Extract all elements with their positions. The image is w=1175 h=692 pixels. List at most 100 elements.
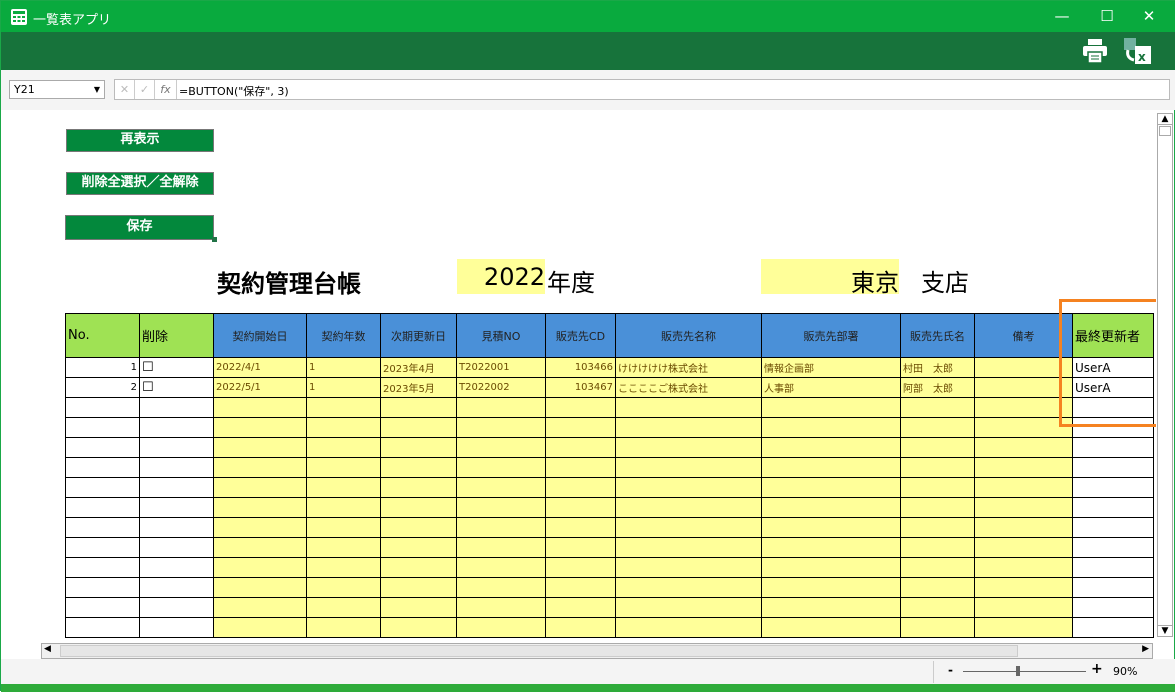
table-cell[interactable] xyxy=(615,597,762,618)
scroll-up-icon[interactable]: ▲ xyxy=(1158,114,1172,125)
table-cell[interactable] xyxy=(380,617,457,638)
formula-input[interactable]: ✕ ✓ fx =BUTTON("保存", 3) xyxy=(114,79,1170,100)
table-cell[interactable]: 103467 xyxy=(545,377,616,398)
table-cell[interactable]: 2022/4/1 xyxy=(213,357,307,378)
table-cell[interactable] xyxy=(306,517,381,538)
table-cell[interactable] xyxy=(306,457,381,478)
table-cell[interactable]: 103466 xyxy=(545,357,616,378)
table-cell[interactable] xyxy=(761,437,901,458)
delete-checkbox-cell[interactable]: ☐ xyxy=(139,357,214,378)
table-cell[interactable] xyxy=(65,557,140,578)
table-cell[interactable] xyxy=(900,617,975,638)
table-cell[interactable]: けけけけけ株式会社 xyxy=(615,357,762,378)
table-cell[interactable] xyxy=(456,557,546,578)
table-cell[interactable] xyxy=(761,417,901,438)
selection-handle[interactable] xyxy=(212,237,217,242)
table-cell[interactable]: 阿部 太郎 xyxy=(900,377,975,398)
table-cell[interactable] xyxy=(545,497,616,518)
table-cell[interactable]: T2022001 xyxy=(456,357,546,378)
table-cell[interactable] xyxy=(213,437,307,458)
delete-checkbox-cell[interactable] xyxy=(139,577,214,598)
maximize-button[interactable]: ☐ xyxy=(1100,7,1114,25)
table-cell[interactable] xyxy=(456,537,546,558)
table-cell[interactable] xyxy=(761,557,901,578)
zoom-in-button[interactable]: + xyxy=(1091,661,1103,677)
table-cell[interactable] xyxy=(380,477,457,498)
table-cell[interactable] xyxy=(1072,477,1154,498)
table-cell[interactable] xyxy=(900,477,975,498)
table-cell[interactable] xyxy=(213,457,307,478)
table-cell[interactable] xyxy=(213,477,307,498)
table-cell[interactable] xyxy=(213,617,307,638)
table-cell[interactable] xyxy=(615,577,762,598)
table-cell[interactable] xyxy=(380,577,457,598)
table-cell[interactable] xyxy=(213,557,307,578)
table-cell[interactable] xyxy=(456,437,546,458)
delete-checkbox-cell[interactable] xyxy=(139,537,214,558)
table-cell[interactable] xyxy=(974,617,1073,638)
table-cell[interactable] xyxy=(761,517,901,538)
table-cell[interactable] xyxy=(456,477,546,498)
printer-icon[interactable] xyxy=(1081,37,1109,65)
minimize-button[interactable]: — xyxy=(1054,7,1070,25)
table-cell[interactable] xyxy=(65,577,140,598)
delete-checkbox-cell[interactable] xyxy=(139,617,214,638)
table-cell[interactable] xyxy=(213,417,307,438)
table-cell[interactable] xyxy=(306,477,381,498)
delete-checkbox-cell[interactable] xyxy=(139,597,214,618)
table-cell[interactable] xyxy=(1072,617,1154,638)
table-cell[interactable] xyxy=(615,537,762,558)
table-cell[interactable] xyxy=(900,497,975,518)
table-cell[interactable] xyxy=(900,597,975,618)
table-cell[interactable] xyxy=(213,597,307,618)
close-button[interactable]: ✕ xyxy=(1142,7,1156,25)
hscroll-thumb[interactable] xyxy=(60,645,1018,657)
scroll-right-icon[interactable]: ▶ xyxy=(1142,644,1149,654)
table-cell[interactable]: 1 xyxy=(306,357,381,378)
table-cell[interactable] xyxy=(974,537,1073,558)
table-cell[interactable] xyxy=(545,597,616,618)
table-cell[interactable]: UserA xyxy=(1072,357,1154,378)
table-cell[interactable]: 2 xyxy=(65,377,140,398)
zoom-slider[interactable] xyxy=(963,671,1086,672)
table-cell[interactable] xyxy=(974,457,1073,478)
table-cell[interactable] xyxy=(1072,417,1154,438)
horizontal-scrollbar[interactable]: ◀ ▶ xyxy=(41,643,1153,659)
table-cell[interactable] xyxy=(974,577,1073,598)
table-cell[interactable] xyxy=(545,517,616,538)
table-cell[interactable] xyxy=(1072,597,1154,618)
table-cell[interactable] xyxy=(213,397,307,418)
cancel-icon[interactable]: ✕ xyxy=(115,80,135,99)
table-cell[interactable] xyxy=(900,577,975,598)
table-cell[interactable] xyxy=(213,577,307,598)
table-cell[interactable] xyxy=(380,557,457,578)
table-cell[interactable] xyxy=(761,597,901,618)
table-cell[interactable] xyxy=(974,417,1073,438)
delete-checkbox-cell[interactable] xyxy=(139,517,214,538)
excel-export-icon[interactable]: x xyxy=(1122,36,1154,66)
table-cell[interactable] xyxy=(213,537,307,558)
table-cell[interactable] xyxy=(900,417,975,438)
table-cell[interactable] xyxy=(761,477,901,498)
table-cell[interactable] xyxy=(545,477,616,498)
save-button[interactable]: 保存 xyxy=(65,215,214,240)
table-cell[interactable] xyxy=(213,517,307,538)
delete-checkbox-cell[interactable] xyxy=(139,417,214,438)
table-cell[interactable] xyxy=(380,537,457,558)
table-cell[interactable]: 人事部 xyxy=(761,377,901,398)
table-cell[interactable] xyxy=(306,557,381,578)
table-cell[interactable] xyxy=(306,497,381,518)
table-cell[interactable] xyxy=(380,417,457,438)
table-cell[interactable] xyxy=(615,417,762,438)
table-cell[interactable] xyxy=(615,497,762,518)
table-cell[interactable]: 村田 太郎 xyxy=(900,357,975,378)
table-cell[interactable]: 1 xyxy=(65,357,140,378)
table-cell[interactable] xyxy=(615,557,762,578)
table-cell[interactable] xyxy=(615,517,762,538)
table-cell[interactable] xyxy=(545,397,616,418)
table-cell[interactable] xyxy=(545,417,616,438)
table-cell[interactable] xyxy=(306,437,381,458)
table-cell[interactable] xyxy=(545,617,616,638)
table-cell[interactable] xyxy=(306,397,381,418)
table-cell[interactable] xyxy=(615,477,762,498)
